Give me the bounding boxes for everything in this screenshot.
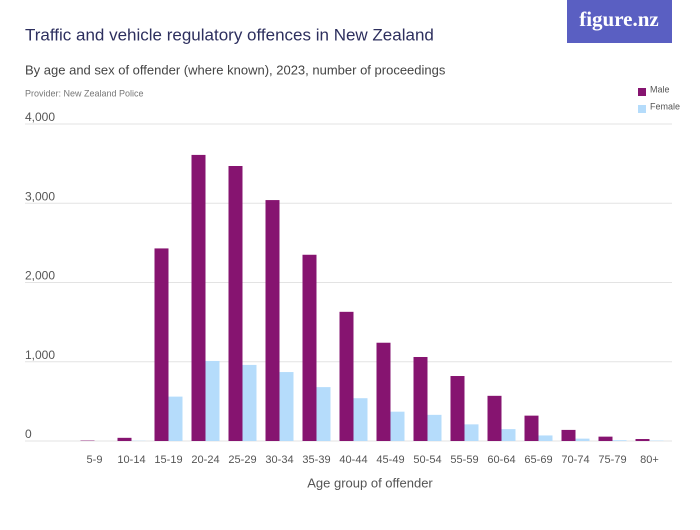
- bar: [451, 376, 465, 441]
- bar: [243, 365, 257, 441]
- x-tick-label: 50-54: [413, 454, 441, 466]
- x-tick-label: 40-44: [339, 454, 367, 466]
- bar: [229, 166, 243, 441]
- bar: [118, 438, 132, 441]
- y-tick-label: 1,000: [25, 348, 55, 362]
- chart-title: Traffic and vehicle regulatory offences …: [25, 25, 434, 44]
- legend-label: Male: [650, 84, 670, 94]
- bar: [192, 155, 206, 441]
- x-tick-label: 5-9: [87, 454, 103, 466]
- bar: [428, 415, 442, 441]
- y-tick-label: 2,000: [25, 269, 55, 283]
- y-tick-label: 4,000: [25, 110, 55, 124]
- x-tick-label: 55-59: [450, 454, 478, 466]
- x-tick-label: 80+: [640, 454, 659, 466]
- bar: [354, 398, 368, 441]
- logo: figure.nz: [579, 7, 659, 31]
- x-tick-label: 25-29: [228, 454, 256, 466]
- bar: [562, 430, 576, 441]
- bar: [502, 429, 516, 441]
- x-tick-label: 45-49: [376, 454, 404, 466]
- bar: [599, 437, 613, 441]
- legend-label: Female: [650, 101, 680, 111]
- x-tick-label: 65-69: [524, 454, 552, 466]
- x-axis-label: Age group of offender: [307, 475, 433, 490]
- x-tick-label: 70-74: [561, 454, 589, 466]
- bar: [280, 372, 294, 441]
- x-tick-label: 15-19: [154, 454, 182, 466]
- bar: [465, 424, 479, 441]
- bar: [266, 200, 280, 441]
- bar: [391, 412, 405, 441]
- chart-subtitle: By age and sex of offender (where known)…: [25, 62, 446, 77]
- bar: [636, 439, 650, 441]
- bar: [539, 435, 553, 441]
- bar: [303, 255, 317, 441]
- bar: [525, 416, 539, 441]
- y-tick-label: 0: [25, 427, 32, 441]
- bar: [576, 439, 590, 441]
- bar: [414, 357, 428, 441]
- x-tick-label: 60-64: [487, 454, 515, 466]
- x-tick-label: 30-34: [265, 454, 293, 466]
- bar: [613, 440, 627, 441]
- bar: [340, 312, 354, 441]
- x-tick-label: 10-14: [117, 454, 145, 466]
- legend-swatch: [638, 88, 646, 96]
- bar: [169, 397, 183, 441]
- bar: [377, 343, 391, 441]
- legend-swatch: [638, 105, 646, 113]
- provider: Provider: New Zealand Police: [25, 88, 144, 98]
- bar: [206, 361, 220, 441]
- bar: [488, 396, 502, 441]
- y-tick-label: 3,000: [25, 189, 55, 203]
- x-tick-label: 35-39: [302, 454, 330, 466]
- bar: [155, 248, 169, 441]
- x-tick-label: 20-24: [191, 454, 219, 466]
- x-tick-label: 75-79: [598, 454, 626, 466]
- bar: [317, 387, 331, 441]
